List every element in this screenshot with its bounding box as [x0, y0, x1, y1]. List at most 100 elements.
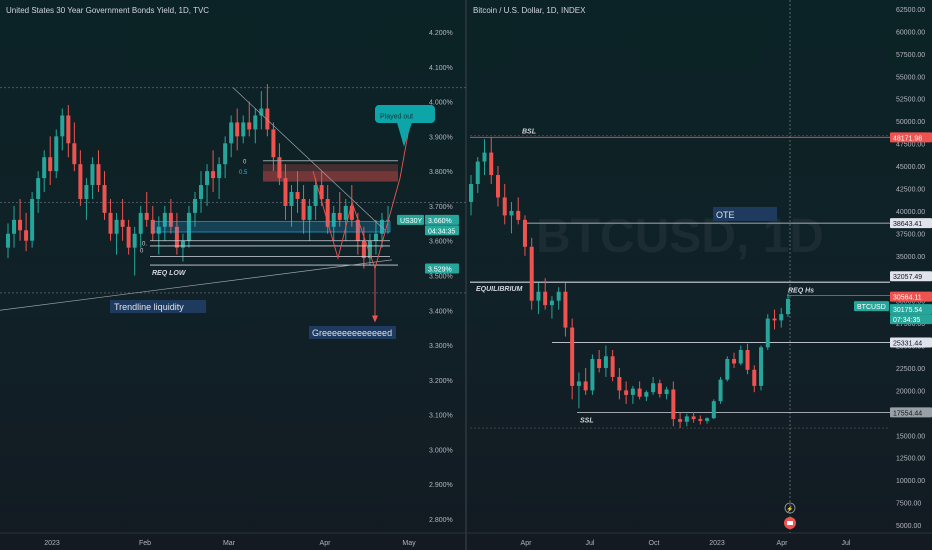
candle-body [644, 392, 649, 397]
symbol-tag: US30Y [400, 218, 423, 225]
candle-body [664, 389, 669, 394]
candle-body [217, 164, 222, 179]
y-tick-label: 4.100% [429, 65, 453, 72]
y-tick-label: 4.000% [429, 100, 453, 107]
pane-divider[interactable] [465, 0, 467, 550]
candle-body [529, 246, 534, 301]
candle-body [283, 178, 288, 206]
y-tick-label: 3.400% [429, 308, 453, 315]
candle-body [96, 164, 101, 186]
premium-zone [263, 164, 398, 172]
btc-countdown-tag-bg [890, 314, 932, 325]
bsl-label: BSL [522, 128, 536, 135]
candle-body [536, 291, 541, 301]
x-tick-label: Apr [320, 540, 332, 547]
candle-body [556, 291, 561, 301]
candle-body [114, 219, 119, 234]
candle-body [60, 115, 65, 137]
candle-body [718, 379, 723, 402]
ssl-price-tag-bg [890, 407, 932, 418]
candle-body [630, 388, 635, 395]
descending-trendline [232, 87, 386, 231]
ote-price-tag: 38643.41 [893, 221, 922, 228]
candle-body [379, 219, 384, 234]
y-tick-label: 20000.00 [896, 388, 925, 395]
candle-body [475, 161, 480, 184]
candle-body [126, 226, 131, 248]
candle-body [373, 233, 378, 241]
candle-body [786, 298, 790, 315]
flag-event-glyph [787, 521, 793, 525]
down-arrow-head [372, 315, 378, 323]
y-tick-label: 52500.00 [896, 97, 925, 104]
candle-body [343, 205, 348, 220]
candle-body [229, 122, 234, 144]
candle-body [199, 185, 204, 199]
green-label: Greeeeeeeeeeeeed [312, 328, 392, 338]
y-tick-label: 35000.00 [896, 254, 925, 261]
candle-body [319, 185, 324, 199]
candle-body [180, 240, 185, 248]
y-tick-label: 10000.00 [896, 478, 925, 485]
candle-body [691, 416, 696, 420]
candle-body [265, 108, 270, 130]
candle-body [469, 183, 473, 202]
y-tick-label: 15000.00 [896, 433, 925, 440]
candle-body [522, 219, 527, 247]
bitcoin-chart-pane[interactable] [467, 0, 932, 550]
x-tick-label: Jul [842, 540, 851, 547]
candle-body [779, 314, 784, 321]
candle-body [738, 350, 743, 364]
candle-body [705, 418, 710, 421]
ssl-price-tag: 17554.44 [893, 410, 922, 417]
ote-box [713, 207, 777, 221]
eq-price-tag: 32057.49 [893, 274, 922, 281]
candle-body [66, 115, 71, 144]
x-tick-label: Jul [586, 540, 595, 547]
candle-body [752, 369, 757, 386]
candle-body [205, 171, 210, 186]
candle-body [698, 419, 703, 421]
candle-body [765, 318, 770, 348]
candle-body [549, 300, 554, 306]
y-tick-label: 27500.00 [896, 321, 925, 328]
fib-left-zero-label: 0 [140, 248, 144, 254]
y-tick-label: 45000.00 [896, 164, 925, 171]
candle-body [186, 212, 191, 241]
y-tick-label: 57500.00 [896, 52, 925, 59]
req-low-label: REQ LOW [152, 270, 187, 277]
candle-body [516, 210, 521, 220]
bond-yield-chart-pane[interactable] [0, 0, 466, 550]
candle-body [657, 383, 662, 394]
candle-body [603, 356, 608, 368]
y-tick-label: 40000.00 [896, 209, 925, 216]
candle-body [617, 376, 622, 391]
y-tick-label: 2.900% [429, 482, 453, 489]
price-tag-bg [425, 214, 459, 225]
bond-yield-chart[interactable]: 4.200% 4.100% 4.000% 3.900% 3.800% 3.700% 3.60… [0, 0, 466, 550]
candle-body [671, 389, 676, 420]
y-tick-label: 55000.00 [896, 74, 925, 81]
watermark: BTCUSD, 1D [536, 210, 824, 263]
x-tick-label: Apr [777, 540, 789, 547]
candle-body [235, 122, 240, 137]
candle-body [590, 358, 595, 391]
y-tick-label: 3.000% [429, 447, 453, 454]
candle-body [711, 401, 716, 419]
candle-body [24, 230, 29, 241]
low-box-price-tag-bg [890, 337, 932, 348]
candle-body [78, 164, 83, 199]
candle-body [367, 240, 372, 259]
candle-body [337, 212, 342, 220]
fib-0-label: 0 [243, 160, 247, 166]
callout-pointer [397, 122, 412, 147]
countdown-tag-bg [425, 225, 459, 236]
x-tick-label: Oct [649, 540, 660, 547]
candle-body [144, 212, 149, 220]
candle-body [102, 185, 107, 213]
candle-body [331, 212, 336, 227]
fib-left-label: 0. [142, 241, 147, 247]
candle-body [12, 219, 17, 234]
candle-body [482, 152, 487, 162]
